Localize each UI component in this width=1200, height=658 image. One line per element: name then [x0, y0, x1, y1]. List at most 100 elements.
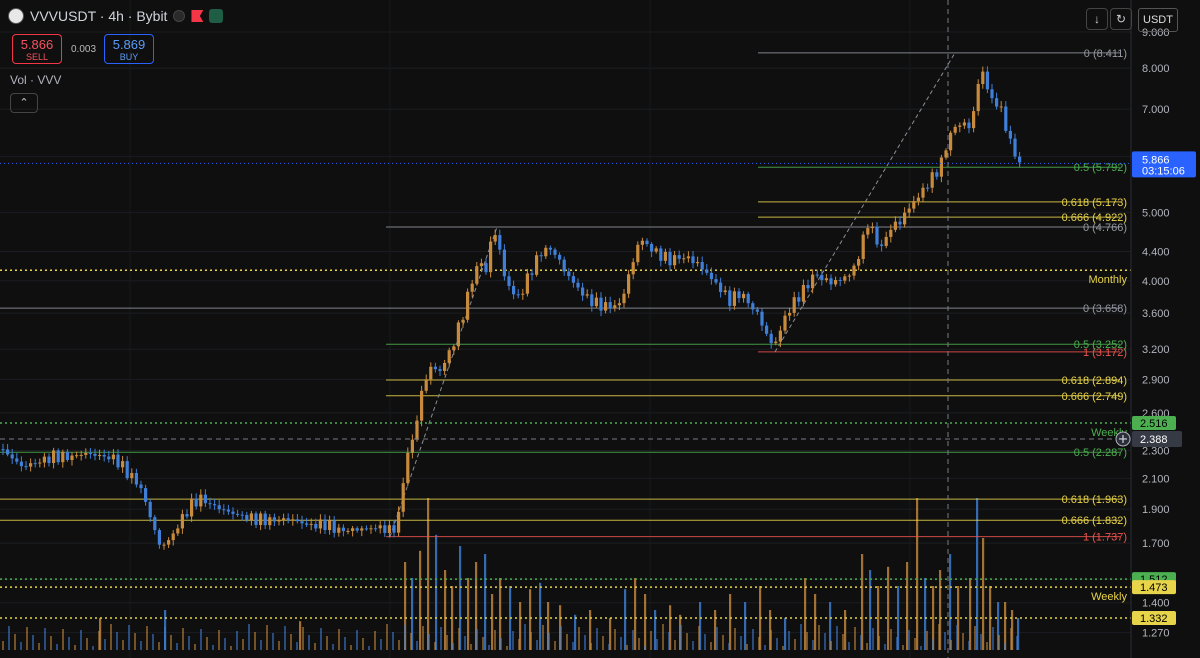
candle-body	[1018, 156, 1022, 163]
collapse-button[interactable]: ⌃	[10, 93, 38, 113]
candle-body	[249, 513, 253, 521]
candle-body	[654, 248, 658, 252]
sell-button[interactable]: 5.866 SELL	[12, 34, 62, 64]
candle-body	[88, 452, 92, 454]
volume-bar	[482, 637, 484, 650]
refresh-button[interactable]: ↻	[1110, 8, 1132, 30]
candle-body	[967, 122, 971, 129]
market-status-icon	[173, 10, 186, 22]
candle-body	[783, 315, 787, 331]
candle-body	[383, 525, 387, 533]
candle-body	[29, 463, 33, 467]
volume-bar	[284, 626, 286, 650]
volume-bar	[680, 625, 682, 650]
candle-body	[199, 494, 203, 507]
volume-bar	[784, 618, 787, 650]
y-tick-label: 9.000	[1142, 27, 1170, 39]
volume-bar	[1016, 636, 1018, 650]
candle-body	[236, 513, 240, 515]
volume-bar	[590, 643, 592, 650]
y-tick-label: 2.300	[1142, 445, 1170, 457]
y-tick-label: 4.400	[1142, 247, 1170, 259]
volume-bar	[458, 628, 460, 650]
candle-body	[429, 366, 433, 380]
candle-body	[493, 235, 497, 242]
download-button[interactable]: ↓	[1086, 8, 1108, 30]
volume-bar	[386, 624, 388, 650]
candle-body	[875, 226, 879, 245]
candle-body	[157, 530, 161, 545]
volume-bar	[1011, 610, 1014, 650]
candle-body	[985, 71, 989, 90]
volume-bar	[916, 498, 919, 650]
volume-bar	[878, 636, 880, 650]
candle-body	[742, 293, 746, 299]
candle-body	[746, 293, 750, 304]
y-tick-label: 3.600	[1142, 308, 1170, 320]
candle-body	[351, 528, 355, 531]
candle-body	[553, 249, 557, 255]
candle-body	[484, 263, 488, 273]
candle-body	[958, 125, 962, 127]
volume-bar	[632, 630, 634, 650]
fib-level-label: 0.618 (2.894)	[1062, 375, 1127, 387]
candle-body	[328, 520, 332, 531]
volume-bar	[14, 634, 16, 650]
volume-bar	[574, 614, 577, 650]
candle-body	[102, 454, 106, 457]
volume-bar	[1004, 602, 1007, 650]
volume-bar	[608, 644, 610, 650]
candle-body	[52, 450, 56, 464]
candle-body	[912, 200, 916, 209]
flag-icon[interactable]	[191, 10, 204, 22]
candle-body	[447, 350, 451, 363]
volume-bar	[924, 578, 927, 650]
volume-bar	[950, 640, 952, 650]
candle-body	[305, 523, 309, 525]
candle-body	[433, 366, 437, 370]
volume-bar	[824, 633, 826, 650]
candle-body	[617, 303, 621, 306]
volume-bar	[746, 644, 748, 650]
volume-bar	[776, 638, 778, 650]
indicator-square-icon	[209, 9, 224, 23]
volume-bar	[860, 635, 862, 650]
volume-bar	[434, 642, 436, 650]
candle-body	[194, 498, 198, 507]
volume-bar	[609, 618, 612, 650]
volume-bar	[218, 630, 220, 650]
currency-selector[interactable]: USDT	[1138, 8, 1178, 32]
volume-bar	[744, 602, 747, 650]
volume-bar	[686, 633, 688, 650]
candle-body	[61, 451, 65, 463]
candle-body	[608, 302, 612, 308]
candle-body	[185, 514, 189, 517]
volume-bar	[122, 640, 124, 650]
volume-bar	[554, 641, 556, 650]
candle-body	[378, 525, 382, 529]
candle-body	[571, 276, 575, 283]
fib-level-label: 0 (8.411)	[1084, 48, 1127, 60]
volume-bar	[170, 635, 172, 650]
candle-body	[10, 454, 14, 459]
volume-bar	[539, 582, 542, 650]
candle-body	[392, 525, 396, 533]
buy-button[interactable]: 5.869 BUY	[104, 34, 154, 64]
candle-body	[930, 172, 934, 188]
candle-body	[981, 71, 985, 85]
volume-bar	[861, 554, 864, 650]
volume-bar	[308, 635, 310, 650]
candle-body	[926, 187, 930, 189]
candle-body	[889, 229, 893, 237]
volume-bar	[350, 645, 352, 650]
volume-bar	[266, 625, 268, 650]
volume-bar	[560, 626, 562, 650]
candle-body	[622, 293, 626, 304]
volume-bar	[62, 629, 64, 650]
volume-bar	[866, 643, 868, 650]
buy-price: 5.869	[112, 37, 146, 52]
candle-body	[498, 235, 502, 250]
candle-body	[820, 274, 824, 281]
candle-body	[369, 528, 373, 530]
